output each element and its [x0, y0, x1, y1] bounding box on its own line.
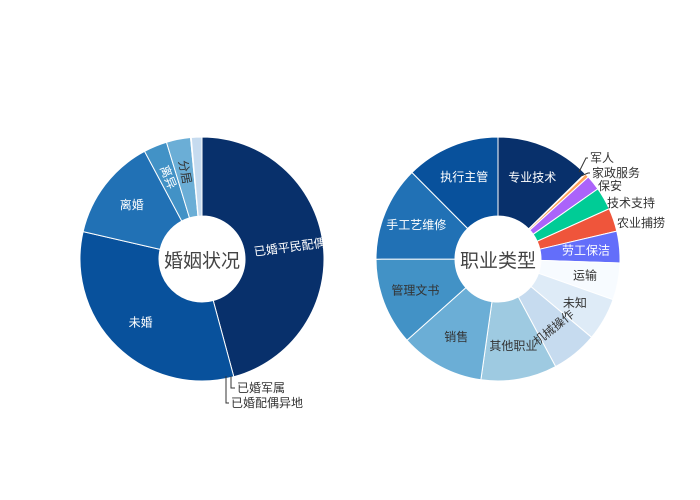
occupation-type-donut: 专业技术劳工保洁运输未知机械操作其他职业销售管理文书手工艺维修执行主管军人家政服…	[375, 136, 665, 382]
occupation-slice-label-10: 其他职业	[489, 339, 537, 353]
occupation-slice-14[interactable]	[411, 136, 499, 230]
marital-slice-6[interactable]	[190, 136, 203, 217]
marital-slice-1[interactable]	[79, 231, 235, 382]
marital-slice-label-5: 已婚军属	[237, 381, 285, 395]
occupation-slice-label-1: 军人	[590, 151, 614, 165]
occupation-slice-label-2: 家政服务	[592, 165, 640, 180]
occupation-slice-label-5: 农业捕捞	[617, 215, 665, 230]
marital-slice-label-6: 已婚配偶异地	[231, 396, 303, 410]
occupation-slice-label-0: 专业技术	[508, 169, 556, 184]
marital-slice-0[interactable]	[201, 136, 325, 378]
marital-slice-label-1: 未婚	[129, 316, 153, 330]
occupation-slice-label-8: 未知	[563, 296, 587, 310]
occupation-slice-label-4: 技术支持	[607, 195, 655, 210]
occupation-slice-label-14: 执行主管	[440, 169, 488, 184]
marital-center-label: 婚姻状况	[164, 250, 240, 272]
occupation-slice-label-7: 运输	[573, 267, 597, 282]
marital-leader-6	[225, 376, 229, 404]
occupation-slice-label-11: 销售	[444, 329, 468, 344]
occupation-leader-1	[578, 157, 588, 173]
occupation-slice-label-3: 保安	[598, 178, 622, 193]
marital-leader-5	[230, 376, 235, 389]
occupation-center-label: 职业类型	[460, 250, 536, 272]
occupation-slice-label-12: 管理文书	[391, 283, 439, 298]
occupation-slice-label-13: 手工艺维修	[386, 217, 446, 232]
marital-slice-label-2: 离婚	[120, 197, 144, 212]
marital-slice-label-4: 分居	[176, 159, 194, 185]
occupation-leader-2	[580, 172, 590, 177]
occupation-slice-label-6: 劳工保洁	[562, 243, 610, 257]
